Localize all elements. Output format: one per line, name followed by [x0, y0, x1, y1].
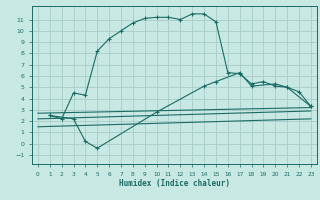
X-axis label: Humidex (Indice chaleur): Humidex (Indice chaleur): [119, 179, 230, 188]
